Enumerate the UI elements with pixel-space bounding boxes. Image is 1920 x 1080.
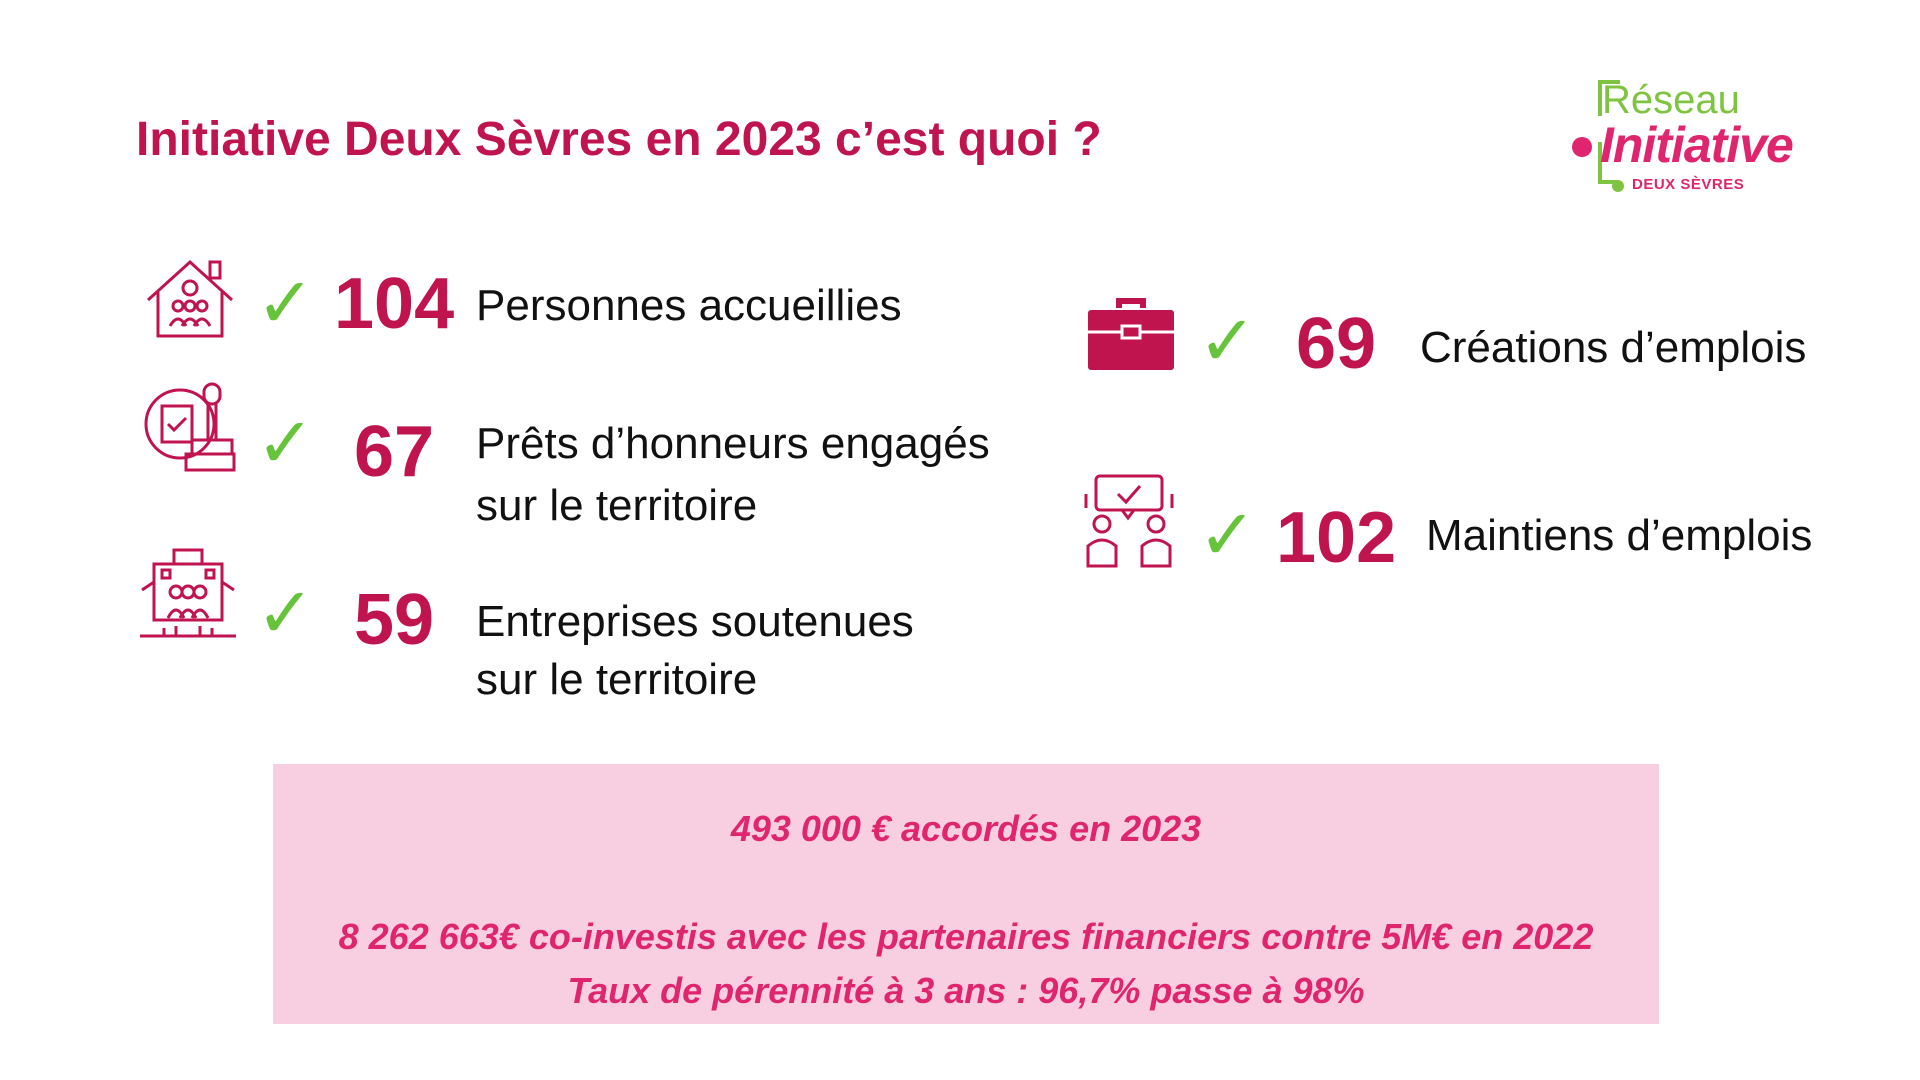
summary-co-investment: 8 262 663€ co-investis avec les partenai… (338, 916, 1594, 957)
logo-initiative-text: Initiative (1600, 117, 1794, 173)
stat-label: Entreprises soutenues (476, 597, 914, 646)
summary-survival-rate: Taux de pérennité à 3 ans : 96,7% passe … (567, 970, 1365, 1011)
building-people-icon (140, 548, 236, 638)
stat-label-2: sur le territoire (476, 655, 758, 704)
stat-value: 59 (354, 580, 435, 660)
stat-label: Maintiens d’emplois (1426, 511, 1813, 560)
stamp-document-icon (144, 382, 236, 472)
page-title: Initiative Deux Sèvres en 2023 c’est quo… (136, 113, 1102, 166)
stat-value: 69 (1296, 304, 1377, 384)
stat-label: Prêts d’honneurs engagés (476, 419, 990, 468)
stat-value: 102 (1276, 498, 1397, 578)
check-icon: ✓ (1198, 494, 1257, 576)
meeting-people-icon (1084, 474, 1174, 568)
reseau-initiative-logo: Réseau Initiative DEUX SÈVRES (1560, 72, 1820, 202)
stat-value: 104 (334, 264, 455, 344)
summary-amount-granted: 493 000 € accordés en 2023 (730, 808, 1202, 849)
summary-box: 493 000 € accordés en 2023 8 262 663€ co… (273, 764, 1659, 1024)
house-people-icon (146, 259, 234, 338)
check-icon: ✓ (256, 402, 315, 484)
stat-value: 67 (354, 412, 435, 492)
check-icon: ✓ (256, 572, 315, 654)
logo-frame-icon (1572, 80, 1624, 192)
check-icon: ✓ (1198, 300, 1257, 382)
stat-label: Personnes accueillies (476, 281, 902, 330)
stat-label-2: sur le territoire (476, 481, 758, 530)
logo-deux-sevres-text: DEUX SÈVRES (1632, 176, 1745, 193)
stat-label: Créations d’emplois (1420, 323, 1807, 372)
briefcase-icon (1088, 298, 1174, 370)
check-icon: ✓ (256, 262, 315, 344)
logo-reseau-text: Réseau (1602, 78, 1740, 122)
